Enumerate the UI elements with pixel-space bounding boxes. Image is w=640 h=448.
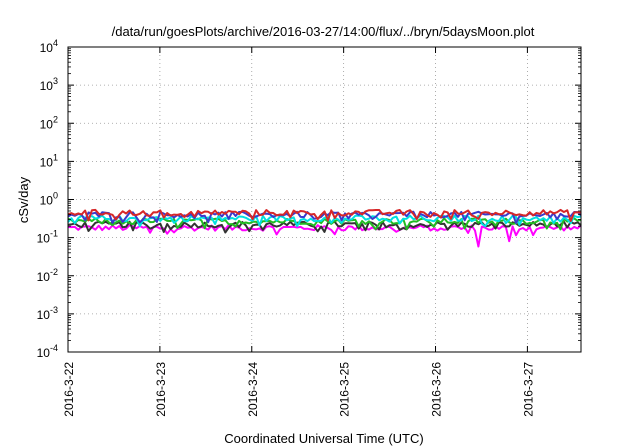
series-line — [67, 208, 582, 222]
ticks: 104 103 102 101 100 10-1 10-2 10-3 10-4 2016-3-22… — [37, 38, 581, 417]
x-tick-label: 2016-3-25 — [338, 362, 352, 417]
y-tick-label: 100 — [40, 191, 58, 208]
x-tick-label: 2016-3-26 — [430, 362, 444, 417]
y-axis-label: cSv/day — [16, 176, 31, 223]
y-tick-label: 10-4 — [37, 343, 58, 360]
y-tick-label: 10-1 — [37, 229, 58, 246]
series-line — [67, 220, 582, 234]
y-tick-label: 10-3 — [37, 305, 58, 322]
series-layer — [67, 208, 582, 248]
plot-frame — [67, 46, 582, 353]
y-tick-label: 104 — [40, 38, 58, 55]
x-tick-label: 2016-3-27 — [521, 362, 535, 417]
y-tick-label: 101 — [40, 152, 58, 169]
x-tick-label: 2016-3-22 — [62, 362, 76, 417]
y-tick-label: 103 — [40, 76, 58, 93]
y-tick-label: 10-2 — [37, 267, 58, 284]
x-axis-label: Coordinated Universal Time (UTC) — [224, 431, 423, 446]
chart-title: /data/run/goesPlots/archive/2016-03-27/1… — [112, 24, 535, 39]
x-tick-label: 2016-3-23 — [154, 362, 168, 417]
series-line — [67, 224, 582, 248]
x-tick-label: 2016-3-24 — [246, 362, 260, 417]
grid — [68, 47, 581, 352]
y-tick-label: 102 — [40, 114, 58, 131]
